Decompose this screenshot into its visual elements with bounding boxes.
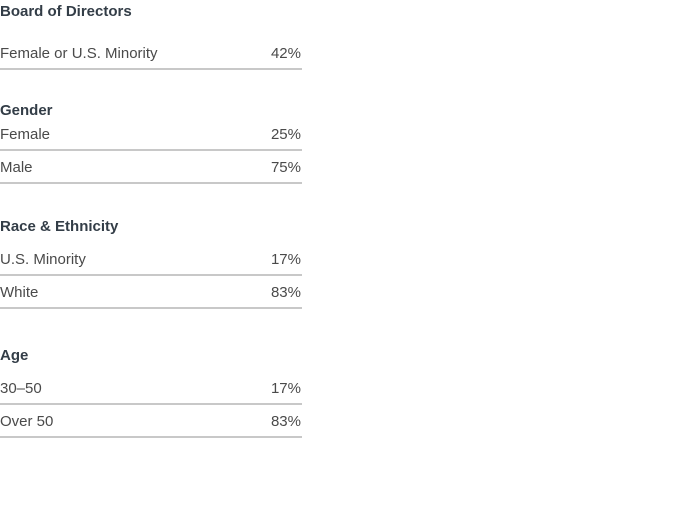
stat-row: Female or U.S. Minority 42% bbox=[0, 37, 302, 70]
stat-value: 42% bbox=[270, 45, 301, 62]
stat-value: 25% bbox=[270, 126, 301, 143]
section-title: Gender bbox=[0, 102, 53, 119]
stat-label: 30–50 bbox=[0, 380, 42, 397]
stat-row: Male 75% bbox=[0, 151, 302, 184]
section-race-ethnicity: Race & Ethnicity U.S. Minority 17% White 8… bbox=[0, 218, 302, 309]
stat-row: White 83% bbox=[0, 276, 302, 309]
stat-value: 83% bbox=[270, 284, 301, 301]
stat-label: Female or U.S. Minority bbox=[0, 45, 158, 62]
stat-value: 75% bbox=[270, 159, 301, 176]
stat-label: White bbox=[0, 284, 39, 301]
stat-row: U.S. Minority 17% bbox=[0, 243, 302, 276]
diversity-stats: Board of Directors Female or U.S. Minori… bbox=[0, 0, 302, 438]
section-title: Age bbox=[0, 347, 29, 364]
stat-label: Male bbox=[0, 159, 33, 176]
stat-value: 83% bbox=[270, 413, 301, 430]
section-title: Race & Ethnicity bbox=[0, 218, 119, 235]
stat-row: 30–50 17% bbox=[0, 372, 302, 405]
stat-row: Over 50 83% bbox=[0, 405, 302, 438]
stat-label: U.S. Minority bbox=[0, 251, 86, 268]
stat-label: Female bbox=[0, 126, 51, 143]
stat-value: 17% bbox=[270, 380, 301, 397]
stat-value: 17% bbox=[270, 251, 301, 268]
section-gender: Gender Female 25% Male 75% bbox=[0, 102, 302, 184]
section-board: Board of Directors Female or U.S. Minori… bbox=[0, 0, 302, 70]
section-title: Board of Directors bbox=[0, 3, 132, 20]
stat-row: Female 25% bbox=[0, 118, 302, 151]
section-age: Age 30–50 17% Over 50 83% bbox=[0, 347, 302, 438]
stat-label: Over 50 bbox=[0, 413, 54, 430]
